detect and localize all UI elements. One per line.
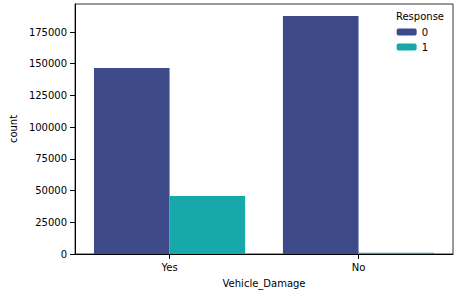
svg-text:No: No	[352, 262, 366, 273]
svg-text:count: count	[8, 115, 19, 143]
svg-text:125000: 125000	[29, 90, 67, 101]
svg-text:50000: 50000	[35, 185, 67, 196]
svg-text:100000: 100000	[29, 122, 67, 133]
svg-text:75000: 75000	[35, 153, 67, 164]
svg-text:0: 0	[61, 249, 67, 260]
svg-text:0: 0	[422, 27, 428, 38]
svg-text:150000: 150000	[29, 58, 67, 69]
svg-text:Vehicle_Damage: Vehicle_Damage	[223, 278, 306, 290]
svg-text:175000: 175000	[29, 27, 67, 38]
svg-text:25000: 25000	[35, 217, 67, 228]
svg-text:Yes: Yes	[160, 262, 177, 273]
svg-text:Response: Response	[396, 11, 444, 22]
svg-text:1: 1	[422, 42, 428, 53]
